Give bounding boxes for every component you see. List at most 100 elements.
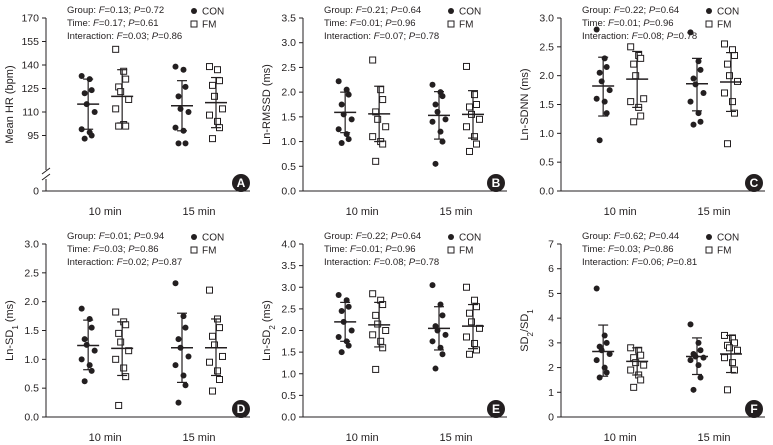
panel-badge bbox=[745, 400, 763, 418]
fm-point bbox=[640, 95, 648, 103]
y-tick-label: 1.5 bbox=[24, 325, 39, 337]
x-category-label: 10 min bbox=[346, 206, 379, 218]
fm-point bbox=[466, 147, 473, 155]
y-tick-label: 0.0 bbox=[24, 412, 39, 424]
fm-point bbox=[471, 296, 478, 304]
legend-fm-marker bbox=[447, 20, 455, 28]
fm-point bbox=[122, 373, 130, 381]
fm-point bbox=[382, 327, 390, 334]
x-category-label: 10 min bbox=[604, 206, 637, 218]
fm-point bbox=[476, 115, 483, 123]
legend-fm-label: FM bbox=[202, 20, 216, 31]
con-point bbox=[596, 137, 603, 144]
con-point bbox=[78, 72, 85, 79]
y-tick-label: 2.5 bbox=[539, 41, 554, 53]
con-point bbox=[81, 135, 88, 142]
panel-e: 0.0 0.5 1.0 1.5 2.0 2.5 3.0 3.5 4.0 Ln-SD2 (ms) 10… bbox=[261, 231, 507, 444]
panel-badge bbox=[745, 174, 763, 192]
fm-point bbox=[115, 122, 123, 130]
fm-point bbox=[721, 354, 728, 362]
y-tick-label: 2.0 bbox=[24, 296, 39, 308]
panel-badge bbox=[232, 174, 250, 192]
con-point bbox=[603, 339, 610, 346]
fm-point bbox=[372, 157, 380, 165]
legend-con-label: CON bbox=[202, 7, 224, 18]
con-point bbox=[88, 87, 95, 94]
panel-badge bbox=[487, 174, 505, 192]
fm-point bbox=[206, 63, 213, 71]
fm-point bbox=[724, 140, 731, 148]
fm-point bbox=[734, 346, 741, 354]
y-tick-label: 0.0 bbox=[281, 412, 296, 424]
fm-point bbox=[637, 376, 645, 384]
y-axis-label: Ln-RMSSD (ms) bbox=[261, 64, 273, 145]
legend-fm-marker bbox=[705, 246, 713, 254]
fm-point bbox=[379, 96, 387, 104]
con-point bbox=[182, 382, 189, 389]
y-tick-label: 0 bbox=[548, 412, 554, 424]
con-point bbox=[603, 64, 610, 71]
con-point bbox=[345, 303, 352, 310]
legend-con-marker bbox=[191, 8, 197, 14]
fm-point bbox=[372, 311, 380, 319]
con-point bbox=[700, 89, 707, 96]
con-point bbox=[429, 282, 436, 289]
con-point bbox=[335, 78, 342, 85]
fm-point bbox=[112, 308, 120, 316]
fm-point bbox=[627, 366, 635, 374]
con-point bbox=[78, 356, 85, 363]
stat-line: Interaction: F=0.06; P=0.81 bbox=[582, 257, 697, 268]
con-point bbox=[432, 101, 439, 108]
y-tick-label: 2.0 bbox=[281, 325, 296, 337]
stat-line: Time: F=0.03; P=0.86 bbox=[582, 244, 674, 255]
con-point bbox=[338, 140, 345, 147]
con-point bbox=[603, 110, 610, 117]
fm-point bbox=[219, 352, 226, 360]
con-point bbox=[88, 324, 95, 331]
panel-badge-label: C bbox=[750, 176, 759, 190]
fm-point bbox=[379, 344, 387, 352]
con-point bbox=[172, 124, 179, 131]
stat-line: Time: F=0.01; P=0.96 bbox=[582, 18, 674, 29]
con-point bbox=[429, 118, 436, 125]
con-point bbox=[700, 354, 707, 361]
con-point bbox=[338, 308, 345, 315]
fm-point bbox=[466, 350, 473, 358]
fm-point bbox=[724, 386, 731, 394]
stat-line: Group: F=0.22; P=0.64 bbox=[324, 231, 421, 242]
fm-point bbox=[214, 66, 221, 74]
con-point bbox=[81, 378, 88, 385]
legend-con-label: CON bbox=[717, 7, 739, 18]
panel-d: 0.0 0.5 1.0 1.5 2.0 2.5 3.0 Ln-SD1 (ms) 10 min 15… bbox=[4, 231, 250, 444]
con-point bbox=[172, 362, 179, 369]
panel-badge-label: D bbox=[237, 402, 246, 416]
y-tick-label: 1.0 bbox=[281, 136, 296, 148]
y-tick-label: 3.0 bbox=[281, 37, 296, 49]
y-axis-label: SD2/SD1 bbox=[519, 309, 535, 352]
y-tick-label: 3 bbox=[548, 337, 554, 349]
con-point bbox=[593, 285, 600, 292]
y-tick-label: 4 bbox=[548, 313, 554, 325]
y-tick-label: 7 bbox=[548, 239, 554, 251]
panel-b: 0.0 0.5 1.0 1.5 2.0 2.5 3.0 3.5 Ln-RMSSD (ms) 10 … bbox=[261, 5, 507, 218]
con-point bbox=[596, 69, 603, 76]
y-tick-label: 0.0 bbox=[539, 186, 554, 198]
stat-line: Time: F=0.17; P=0.61 bbox=[67, 18, 159, 29]
fm-point bbox=[115, 401, 123, 409]
fm-point bbox=[120, 364, 128, 372]
fm-point bbox=[125, 95, 133, 103]
con-point bbox=[697, 118, 704, 125]
con-point bbox=[175, 140, 182, 147]
y-tick-label: 2 bbox=[548, 362, 554, 374]
x-category-label: 10 min bbox=[89, 206, 122, 218]
legend-fm-marker bbox=[190, 20, 198, 28]
con-point bbox=[348, 116, 355, 123]
con-point bbox=[185, 109, 192, 115]
legend-con-marker bbox=[448, 8, 454, 14]
fm-point bbox=[112, 45, 120, 53]
con-point bbox=[177, 105, 184, 112]
fm-point bbox=[369, 56, 377, 64]
legend-fm-label: FM bbox=[459, 246, 473, 257]
fm-point bbox=[640, 361, 648, 369]
y-tick-label: 2.5 bbox=[281, 303, 296, 315]
